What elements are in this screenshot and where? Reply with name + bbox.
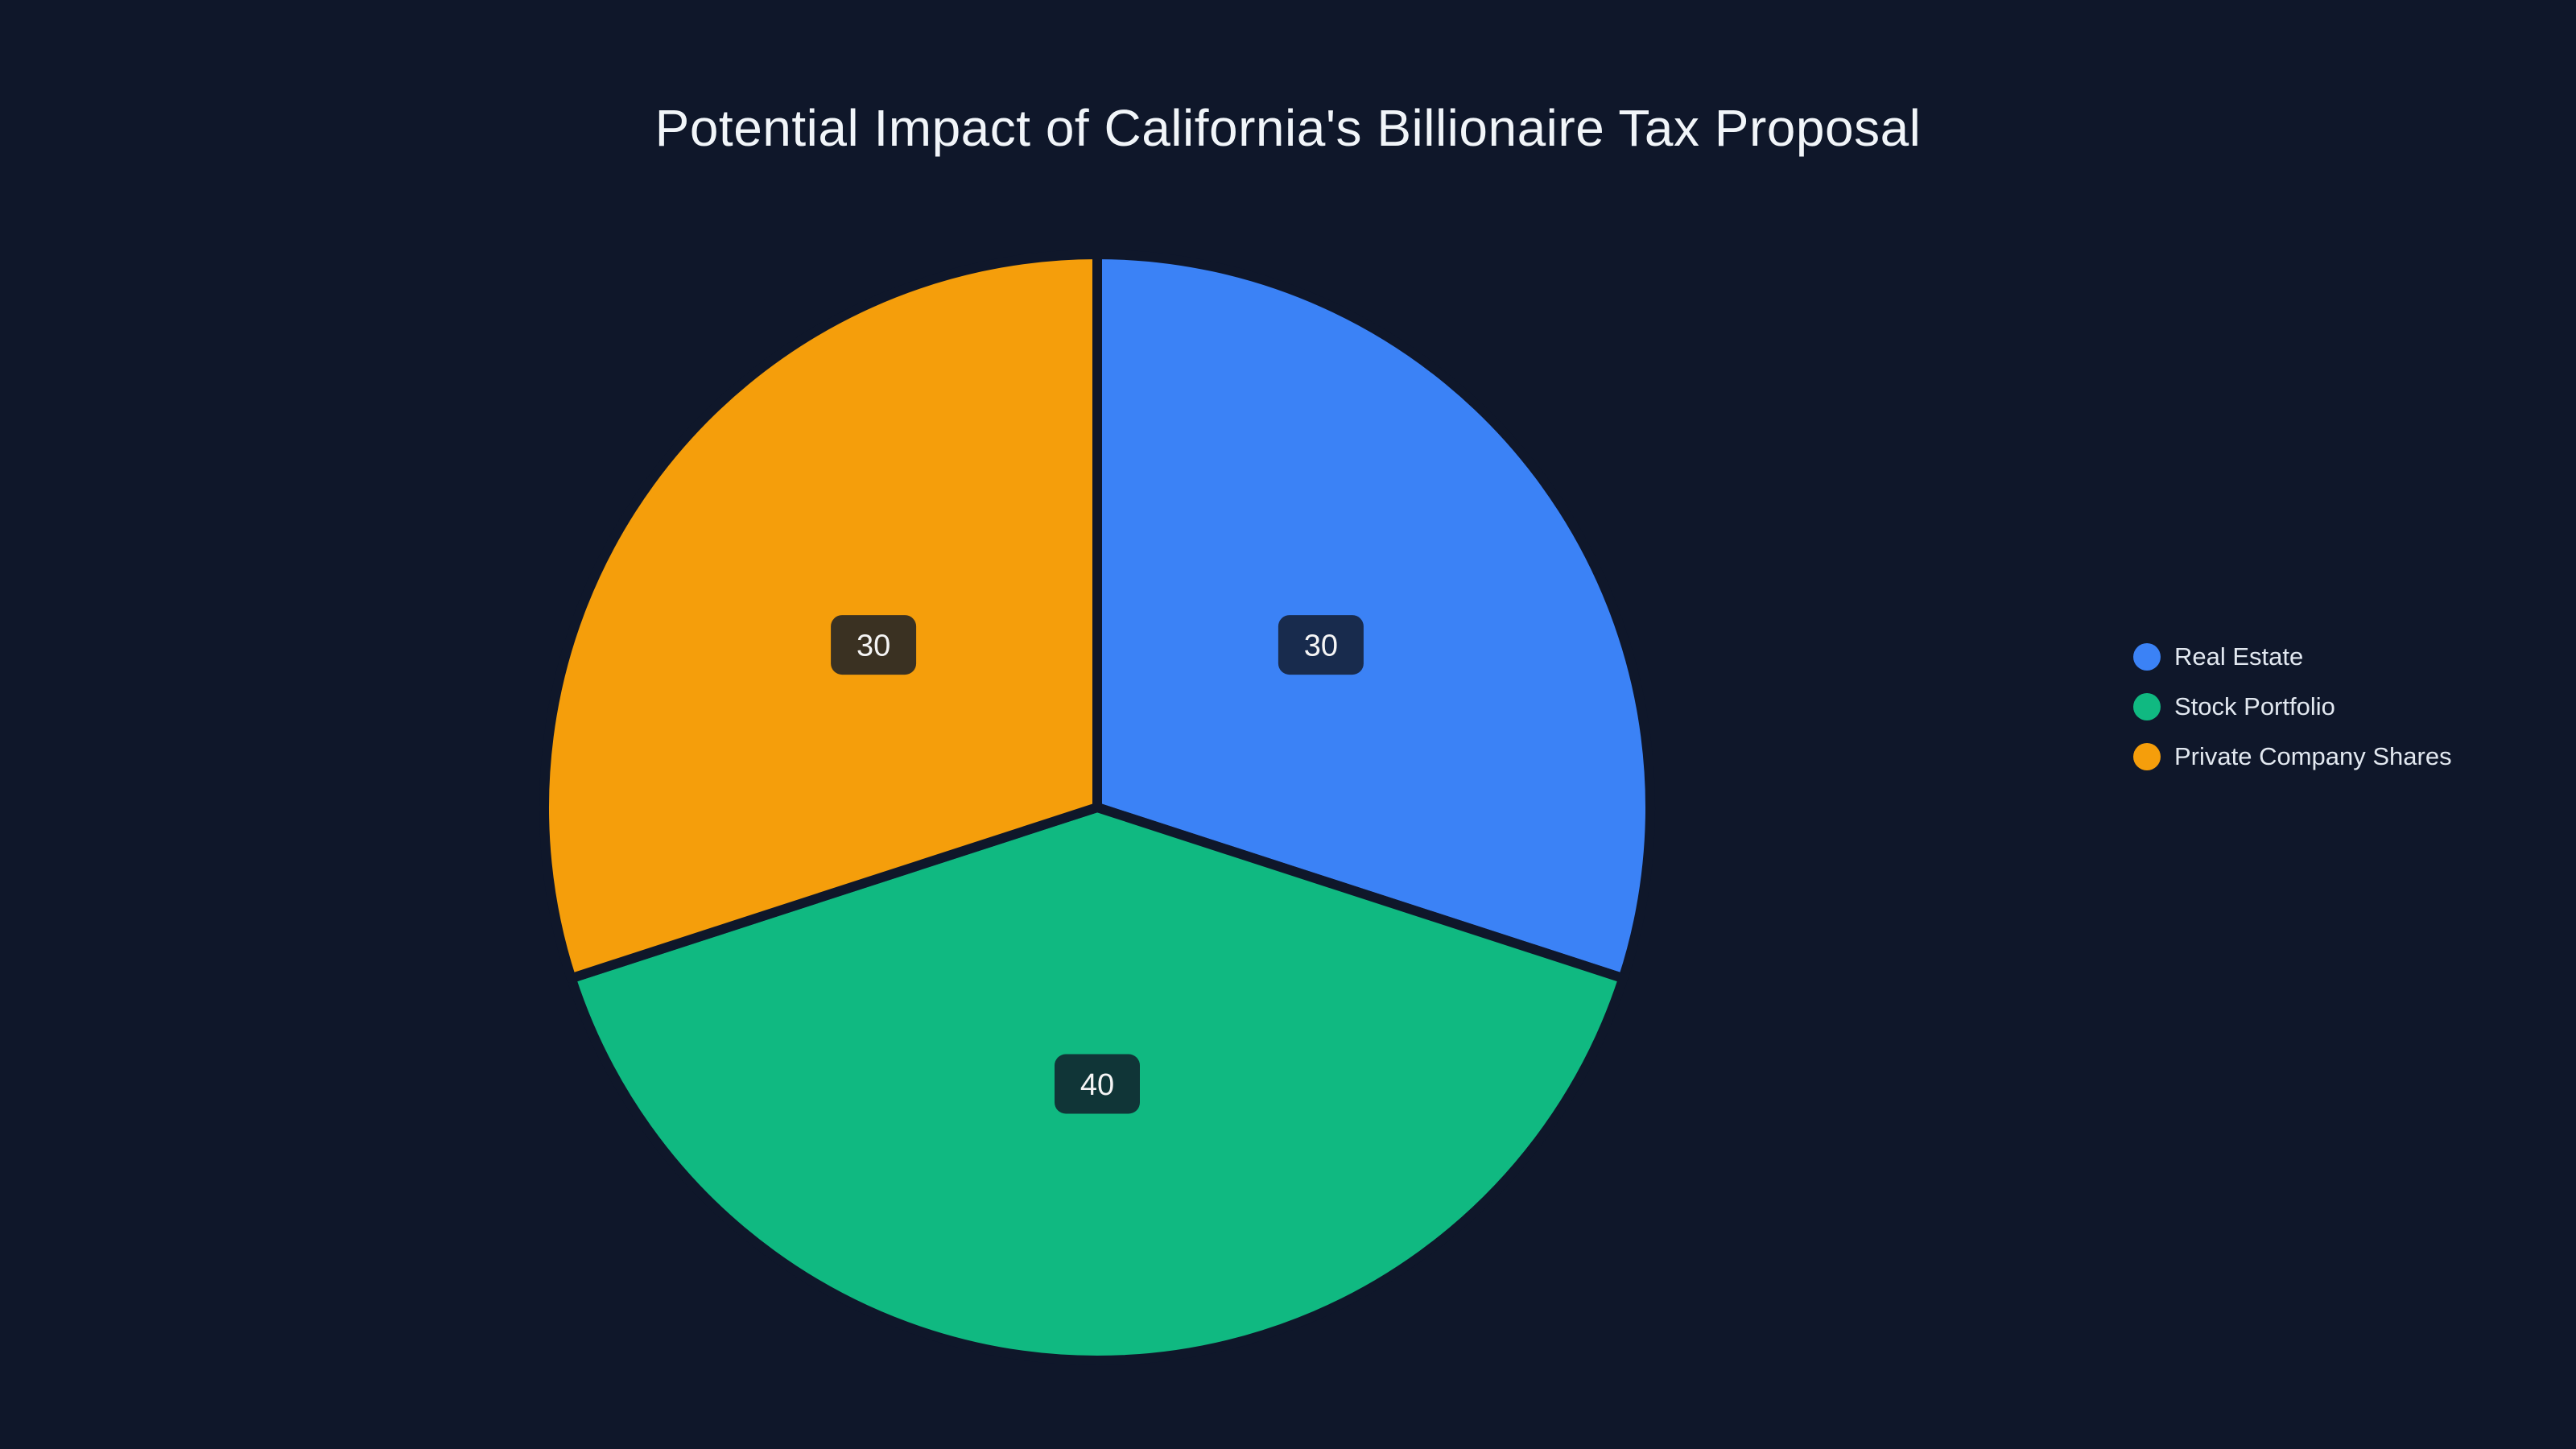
legend-swatch-icon [2133, 743, 2161, 770]
legend-label: Private Company Shares [2174, 742, 2452, 770]
value-badge-text: 30 [1304, 629, 1338, 663]
legend-swatch-icon [2133, 643, 2161, 671]
legend-label: Stock Portfolio [2174, 692, 2335, 720]
pie-slice-real-estate[interactable] [1092, 250, 1656, 984]
legend: Real Estate Stock Portfolio Private Comp… [2133, 642, 2452, 771]
legend-swatch-icon [2133, 693, 2161, 720]
value-badge [1278, 615, 1364, 675]
slice-value-label-real-estate: 30 [1278, 615, 1364, 675]
value-badge-text: 40 [1080, 1068, 1114, 1102]
value-badge-text: 30 [857, 629, 890, 663]
slice-value-label-stock-portfolio: 40 [1055, 1054, 1140, 1114]
chart-title: Potential Impact of California's Billion… [654, 99, 1922, 157]
legend-item-stock-portfolio[interactable]: Stock Portfolio [2133, 692, 2452, 721]
value-badge [1055, 1054, 1140, 1114]
legend-item-private-company-shares[interactable]: Private Company Shares [2133, 742, 2452, 771]
legend-label: Real Estate [2174, 642, 2304, 671]
slice-value-label-private-company-shares: 30 [831, 615, 917, 675]
value-badge [831, 615, 917, 675]
pie-slice-private-company-shares[interactable] [539, 250, 1102, 984]
legend-item-real-estate[interactable]: Real Estate [2133, 642, 2452, 671]
